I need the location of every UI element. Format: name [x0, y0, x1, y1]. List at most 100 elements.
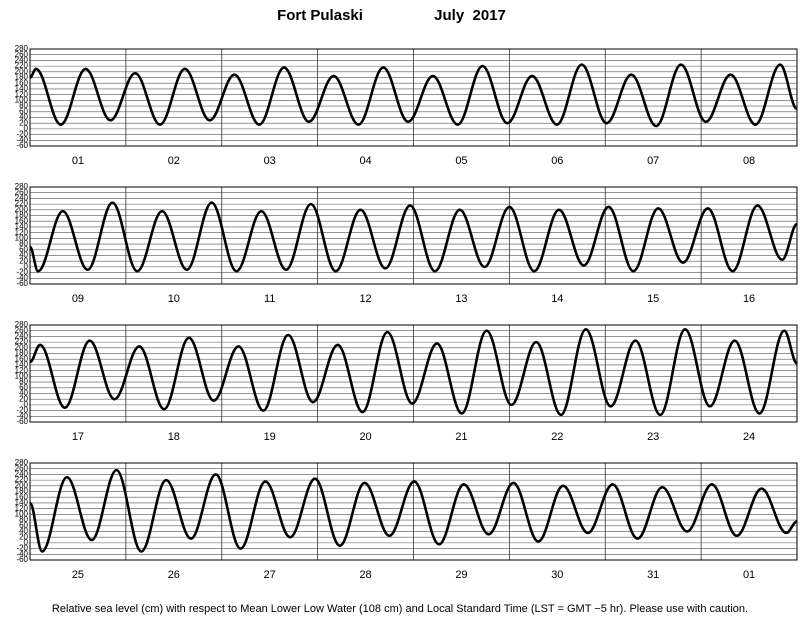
- x-tick-label: 13: [455, 293, 467, 305]
- y-tick-label: 40: [19, 251, 28, 260]
- x-tick-label: 19: [264, 431, 276, 443]
- y-tick-label: 160: [15, 492, 29, 501]
- plot-frame: [29, 186, 798, 285]
- x-tick-label: 11: [264, 293, 275, 305]
- y-tick-label: -60: [16, 417, 28, 426]
- y-tick-label: -40: [16, 411, 28, 420]
- plot-frame: [29, 462, 798, 561]
- y-tick-label: 180: [15, 211, 29, 220]
- x-tick-label: 18: [168, 431, 180, 443]
- y-tick-label: -40: [16, 549, 28, 558]
- y-tick-label: 60: [19, 383, 28, 392]
- tide-line: [30, 63, 797, 128]
- y-tick-label: 80: [19, 101, 28, 110]
- y-tick-label: -40: [16, 273, 28, 282]
- x-tick-label: 14: [551, 293, 563, 305]
- y-tick-label: 200: [15, 67, 29, 76]
- y-tick-label: 140: [15, 84, 29, 93]
- y-tick-label: 160: [15, 78, 29, 87]
- y-tick-label: 0: [24, 124, 29, 133]
- y-tick-label: -60: [16, 279, 28, 288]
- y-tick-label: 280: [15, 320, 29, 329]
- y-tick-label: 240: [15, 194, 29, 203]
- y-tick-label: -60: [16, 141, 28, 150]
- y-tick-label: 40: [19, 113, 28, 122]
- tide-line: [30, 327, 797, 417]
- x-tick-label: 04: [359, 155, 371, 167]
- x-tick-label: 07: [647, 155, 659, 167]
- y-tick-label: -60: [16, 555, 28, 564]
- x-tick-label: 01: [72, 155, 84, 167]
- y-tick-label: 220: [15, 337, 29, 346]
- y-tick-label: 0: [24, 262, 29, 271]
- y-tick-label: 140: [15, 222, 29, 231]
- chart-date: July 2017: [434, 7, 506, 24]
- y-tick-label: -20: [16, 406, 28, 415]
- x-tick-label: 09: [72, 293, 84, 305]
- x-tick-label: 23: [647, 431, 659, 443]
- y-tick-label: 120: [15, 90, 29, 99]
- x-tick-label: 15: [647, 293, 659, 305]
- x-tick-label: 10: [168, 293, 180, 305]
- plot-frame: [29, 48, 798, 147]
- y-tick-label: -20: [16, 544, 28, 553]
- y-tick-label: 100: [15, 371, 29, 380]
- y-tick-label: 20: [19, 532, 28, 541]
- y-tick-label: -40: [16, 135, 28, 144]
- y-tick-label: 140: [15, 498, 29, 507]
- x-tick-label: 29: [455, 569, 467, 581]
- y-tick-label: 220: [15, 61, 29, 70]
- x-tick-label: 03: [264, 155, 276, 167]
- tide-line: [30, 468, 797, 553]
- y-tick-label: -20: [16, 130, 28, 139]
- x-tick-label: 28: [359, 569, 371, 581]
- chart-title: Fort Pulaski: [277, 7, 363, 24]
- x-tick-label: 17: [72, 431, 84, 443]
- x-tick-label: 02: [168, 155, 180, 167]
- y-tick-label: 240: [15, 56, 29, 65]
- y-tick-label: 240: [15, 332, 29, 341]
- y-tick-label: 240: [15, 470, 29, 479]
- y-tick-label: 80: [19, 515, 28, 524]
- x-tick-label: 21: [455, 431, 467, 443]
- footnote: Relative sea level (cm) with respect to …: [52, 603, 748, 615]
- y-tick-label: 180: [15, 349, 29, 358]
- y-tick-label: 260: [15, 464, 29, 473]
- y-tick-label: 40: [19, 527, 28, 536]
- y-tick-label: 260: [15, 188, 29, 197]
- y-tick-label: 60: [19, 245, 28, 254]
- y-tick-label: 0: [24, 538, 29, 547]
- x-tick-label: 31: [647, 569, 659, 581]
- y-tick-label: 80: [19, 239, 28, 248]
- y-tick-label: 180: [15, 487, 29, 496]
- y-tick-label: 120: [15, 228, 29, 237]
- y-tick-label: 200: [15, 343, 29, 352]
- y-tick-label: 20: [19, 256, 28, 265]
- x-tick-label: 22: [551, 431, 563, 443]
- x-tick-label: 01: [743, 569, 755, 581]
- y-tick-label: -20: [16, 268, 28, 277]
- y-tick-label: 160: [15, 354, 29, 363]
- x-tick-label: 12: [359, 293, 371, 305]
- x-tick-label: 08: [743, 155, 755, 167]
- x-tick-label: 24: [743, 431, 755, 443]
- y-tick-label: 280: [15, 458, 29, 467]
- y-tick-label: 120: [15, 504, 29, 513]
- y-tick-label: 80: [19, 377, 28, 386]
- y-tick-label: 280: [15, 44, 29, 53]
- y-tick-label: 20: [19, 118, 28, 127]
- y-tick-label: 120: [15, 366, 29, 375]
- y-tick-label: 140: [15, 360, 29, 369]
- y-tick-label: 20: [19, 394, 28, 403]
- x-tick-label: 30: [551, 569, 563, 581]
- tide-line: [30, 201, 797, 273]
- y-tick-label: 260: [15, 50, 29, 59]
- x-tick-label: 27: [264, 569, 276, 581]
- y-tick-label: 0: [24, 400, 29, 409]
- y-tick-label: 280: [15, 182, 29, 191]
- y-tick-label: 220: [15, 475, 29, 484]
- y-tick-label: 100: [15, 233, 29, 242]
- y-tick-label: 200: [15, 481, 29, 490]
- y-tick-label: 40: [19, 389, 28, 398]
- y-tick-label: 100: [15, 509, 29, 518]
